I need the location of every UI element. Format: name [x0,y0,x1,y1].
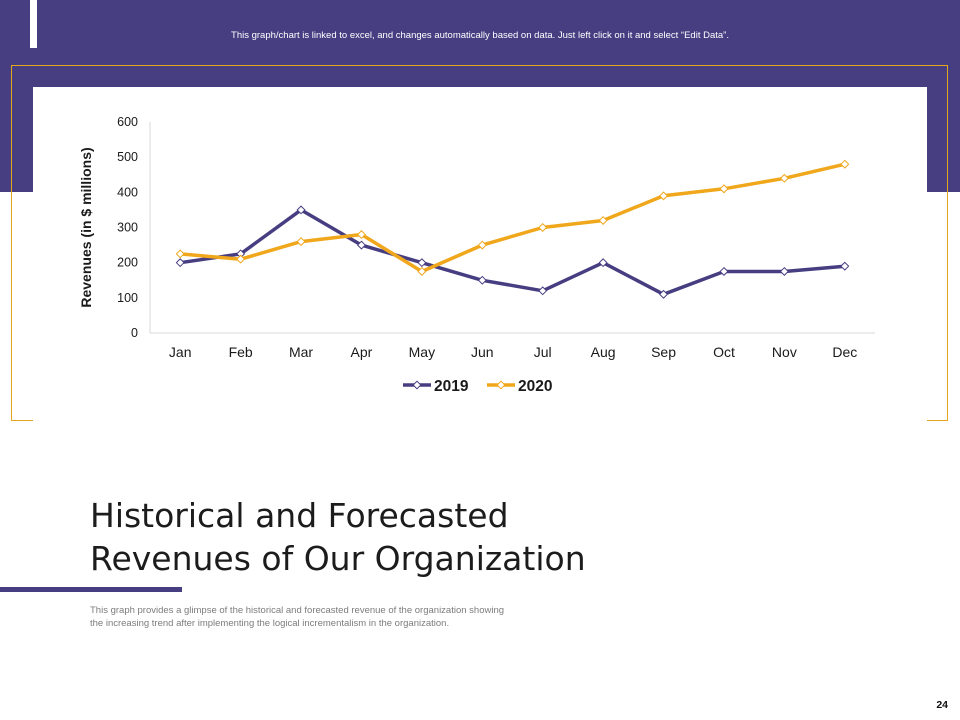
data-point-2020 [840,159,850,169]
data-point-2019 [356,240,366,250]
y-tick-label: 500 [117,150,138,164]
data-point-2019 [477,275,487,285]
data-point-2020 [296,237,306,247]
x-tick-label: Apr [351,344,373,360]
slide-description: This graph provides a glimpse of the his… [90,605,505,629]
slide-title-line-1: Historical and Forecasted [90,496,509,535]
x-tick-label: Oct [713,344,735,360]
slide-title: Historical and Forecasted Revenues of Ou… [90,494,870,580]
data-point-2019 [296,205,306,215]
y-axis-title: Revenues (in $ millions) [78,147,94,307]
x-tick-label: Jul [534,344,552,360]
header-note: This graph/chart is linked to excel, and… [231,30,729,41]
data-point-2020 [417,266,427,276]
series-line-2019 [179,208,845,297]
legend-label-2019: 2019 [434,378,469,395]
data-point-2020 [719,184,729,194]
x-tick-label: Aug [591,344,616,360]
data-point-2019 [779,266,789,276]
revenue-line-chart[interactable]: 0 100 200 300 400 500 600 Jan Feb Mar Apr May Jun Jul… [33,87,927,421]
data-point-2020 [659,191,669,201]
data-point-2019 [175,258,185,268]
data-point-2020 [477,240,487,250]
legend-marker-2019 [412,380,422,390]
data-point-2020 [356,230,366,240]
y-tick-label: 0 [131,326,138,340]
x-tick-label: Feb [229,344,253,360]
y-tick-label: 300 [117,221,138,235]
data-point-2020 [779,173,789,183]
series-line-2020 [180,162,846,274]
data-point-2020 [175,249,185,259]
y-tick-label: 600 [117,115,138,129]
data-point-2019 [538,286,548,296]
page-number: 24 [936,699,948,711]
x-tick-label: Dec [832,344,857,360]
legend-label-2020: 2020 [518,378,552,395]
data-point-2020 [598,215,608,225]
chart-panel[interactable]: 0 100 200 300 400 500 600 Jan Feb Mar Apr May Jun Jul… [33,87,927,421]
data-point-2020 [236,254,246,264]
data-point-2020 [538,222,548,233]
title-underline [0,587,182,592]
data-point-2019 [659,289,669,299]
x-tick-label: Mar [289,344,313,360]
x-tick-label: May [409,344,435,360]
data-point-2019 [719,266,729,276]
data-point-2019 [840,261,850,271]
y-tick-label: 200 [117,256,138,270]
x-tick-label: Jun [471,344,494,360]
data-point-2019 [417,258,427,268]
y-tick-label: 400 [117,185,138,199]
x-tick-label: Nov [772,344,797,360]
slide-title-line-2: Revenues of Our Organization [90,539,586,578]
legend-marker-2020 [496,380,506,390]
x-tick-label: Jan [169,344,192,360]
x-tick-label: Sep [651,344,676,360]
data-point-2019 [598,258,608,268]
header-accent-bar [30,0,37,48]
y-tick-label: 100 [117,291,138,305]
